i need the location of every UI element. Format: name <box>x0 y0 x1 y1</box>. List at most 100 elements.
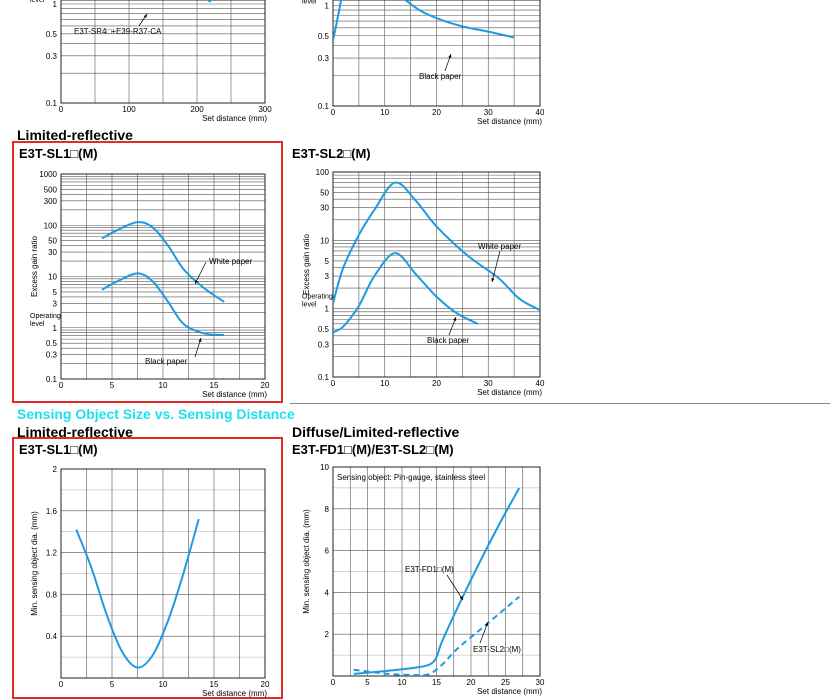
series-line-0 <box>353 487 521 675</box>
x-axis-label: Set distance (mm) <box>202 390 267 399</box>
y-tick-label: 0.5 <box>46 30 58 39</box>
operating-level-label: Operating <box>302 294 333 301</box>
annotation-arrowhead <box>491 278 495 282</box>
operating-level-label: level <box>302 302 317 309</box>
y-tick-label: 3 <box>325 272 330 281</box>
x-tick-label: 5 <box>110 680 115 689</box>
y-tick-label: 500 <box>44 185 58 194</box>
x-tick-label: 15 <box>210 680 219 689</box>
annotation-label: E3T-FD1□(M) <box>405 565 454 574</box>
series-line-0 <box>333 181 540 312</box>
annotation-leader <box>479 621 489 644</box>
grid <box>61 0 265 103</box>
series-line-1 <box>353 595 520 676</box>
x-tick-label: 10 <box>159 381 168 390</box>
y-tick-label: 100 <box>316 168 330 177</box>
series-group <box>353 487 521 676</box>
y-tick-label: 6 <box>325 547 330 556</box>
y-tick-label: 0.1 <box>318 373 330 382</box>
x-tick-label: 40 <box>536 108 545 117</box>
y-tick-label: 5 <box>53 288 58 297</box>
y-axis-label: Excess gain ratio <box>302 233 311 294</box>
operating-level-label: level <box>30 321 45 328</box>
x-tick-label: 10 <box>380 108 389 117</box>
x-tick-label: 0 <box>59 680 64 689</box>
grid <box>333 172 540 377</box>
y-tick-label: 1 <box>53 324 58 333</box>
annotation-leader <box>446 574 464 601</box>
series-group <box>333 0 515 41</box>
y-tick-label: 0.4 <box>46 632 58 641</box>
y-tick-label: 8 <box>325 505 330 514</box>
x-tick-label: 0 <box>331 678 336 687</box>
y-tick-label: 100 <box>44 221 58 230</box>
section-diffuse-limited: Diffuse/Limited-reflective <box>292 424 460 440</box>
y-tick-label: 2 <box>53 465 58 474</box>
annotation-arrowhead <box>198 338 202 342</box>
x-tick-label: 20 <box>467 678 476 687</box>
y-tick-label: 2 <box>325 630 330 639</box>
annotation-arrowhead <box>143 14 147 18</box>
y-tick-label: 10 <box>320 236 329 245</box>
grid <box>61 174 265 379</box>
x-tick-label: 10 <box>398 678 407 687</box>
x-tick-label: 20 <box>432 108 441 117</box>
annotation-label: White paper <box>478 242 521 251</box>
y-tick-label: 0.5 <box>318 325 330 334</box>
x-axis-label: Set distance (mm) <box>477 388 542 397</box>
y-tick-label: 10 <box>320 463 329 472</box>
x-tick-label: 0 <box>59 381 64 390</box>
grid <box>333 467 540 676</box>
model-label-sl1-gain: E3T-SL1□(M) <box>19 146 98 161</box>
y-tick-label: 0.8 <box>46 590 58 599</box>
series-group <box>75 518 200 669</box>
y-tick-label: 1 <box>325 305 330 314</box>
highlight-box-sl1-gain <box>12 141 283 403</box>
chart-fd1_sl2_size: 0 5 10 15 20 25 30 2 4 6 8 10 Set distance (mm) Min. … <box>302 463 545 696</box>
chart-sl1_size: 0 5 10 15 20 0.4 0.8 1.2 1.6 2 Set distance (mm) Mi… <box>30 465 270 698</box>
x-tick-label: 5 <box>365 678 370 687</box>
x-tick-label: 200 <box>190 105 204 114</box>
y-tick-label: 0.5 <box>318 32 330 41</box>
y-tick-label: 0.1 <box>318 102 330 111</box>
section-limited-reflective-2: Limited-reflective <box>17 424 133 440</box>
x-tick-label: 30 <box>484 108 493 117</box>
y-tick-label: 50 <box>48 237 57 246</box>
chart-sl1_gain: 0 5 10 15 20 0.1 0.3 0.5 1 3 5 10 30 50 100 300 500 1000 S… <box>30 170 270 399</box>
series-line-0 <box>101 221 225 303</box>
y-tick-label: 0.3 <box>318 340 330 349</box>
chart-note: Sensing object: Pin-gauge, stainless ste… <box>337 473 485 482</box>
x-tick-label: 30 <box>484 379 493 388</box>
series-group <box>101 221 225 337</box>
y-tick-label: 4 <box>325 588 330 597</box>
y-tick-label: 0.3 <box>318 54 330 63</box>
y-axis-label: Min. sensing object dia. (mm) <box>30 511 39 616</box>
annotation-arrowhead <box>448 54 452 58</box>
series-line-1 <box>404 0 515 39</box>
section-sensing-size-title: Sensing Object Size vs. Sensing Distance <box>17 406 295 422</box>
highlight-box-sl1-size <box>12 437 283 699</box>
x-tick-label: 100 <box>122 105 136 114</box>
operating-level-label: Operating <box>30 313 61 320</box>
x-axis-label: Set distance (mm) <box>477 687 542 696</box>
y-tick-label: 30 <box>320 204 329 213</box>
x-axis-label: Set distance (mm) <box>477 117 542 126</box>
y-tick-label: 10 <box>48 273 57 282</box>
x-axis-label: Set distance (mm) <box>202 114 267 123</box>
x-tick-label: 300 <box>258 105 272 114</box>
y-tick-label: 0.1 <box>46 99 58 108</box>
operating-level-label: level <box>30 0 45 4</box>
y-tick-label: 1000 <box>39 170 57 179</box>
model-label-sl2-gain: E3T-SL2□(M) <box>292 146 371 161</box>
x-tick-label: 40 <box>536 379 545 388</box>
y-tick-label: 1 <box>53 0 58 9</box>
annotation-label: E3T-SL2□(M) <box>473 645 521 654</box>
model-label-fd1-sl2-size: E3T-FD1□(M)/E3T-SL2□(M) <box>292 442 454 457</box>
grid <box>333 0 540 106</box>
y-tick-label: 0.3 <box>46 351 58 360</box>
model-label-sl1-size: E3T-SL1□(M) <box>19 442 98 457</box>
annotation-label: White paper <box>209 257 252 266</box>
x-tick-label: 20 <box>261 381 270 390</box>
x-tick-label: 20 <box>432 379 441 388</box>
